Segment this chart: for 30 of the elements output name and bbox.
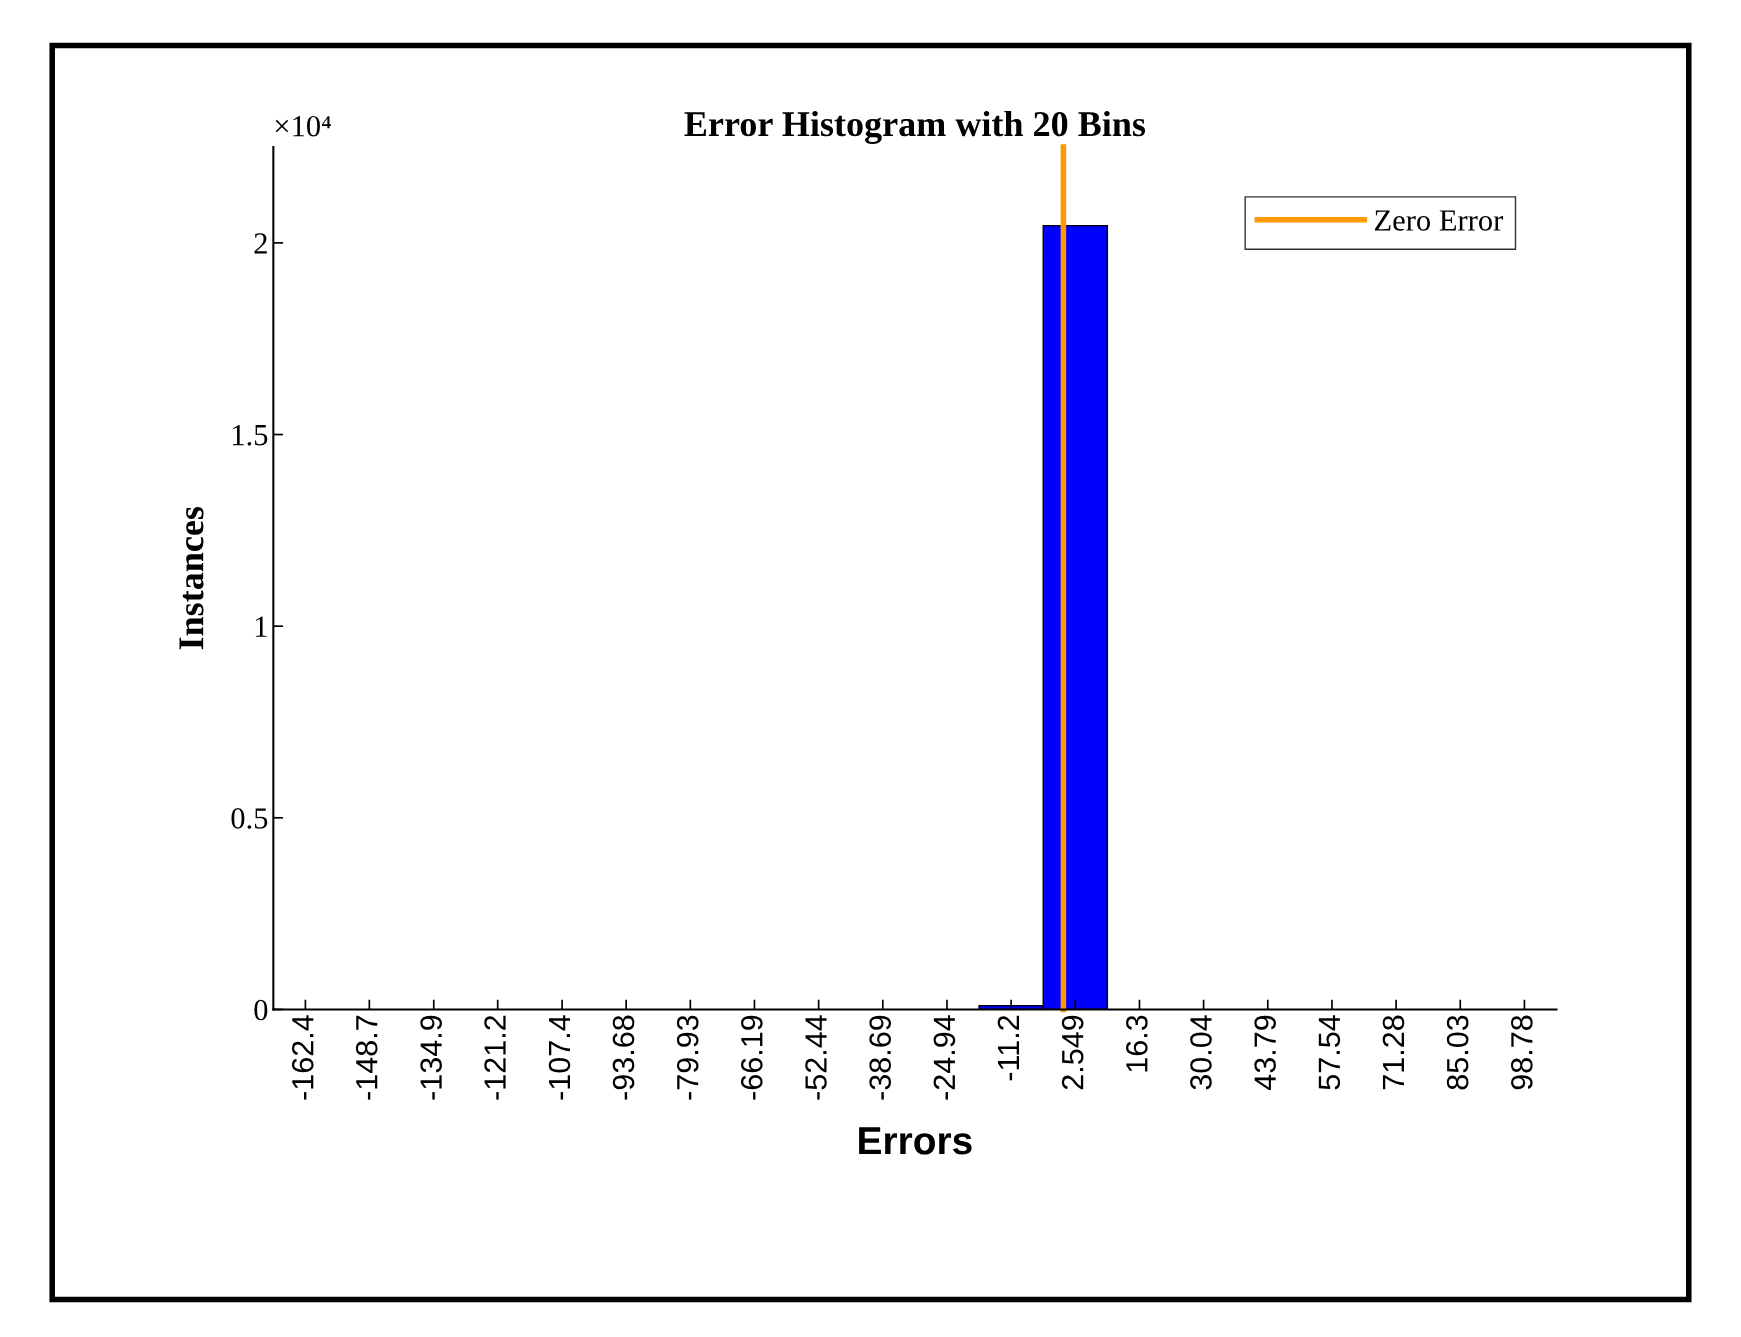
y-tick-label: 1.5 xyxy=(232,424,268,446)
x-tick-label: -134.9 xyxy=(420,1015,442,1100)
legend-label: Zero Error xyxy=(1374,210,1504,231)
y-tick-label: 2 xyxy=(254,233,267,254)
x-tick-label: -121.2 xyxy=(484,1015,506,1100)
x-axis-title: Errors xyxy=(859,1127,972,1155)
x-tick-label: -66.19 xyxy=(741,1015,763,1100)
x-tick-label: 2.549 xyxy=(1061,1015,1084,1090)
x-tick-label: 30.04 xyxy=(1190,1015,1212,1090)
y-tick-label: 0.5 xyxy=(231,808,268,829)
x-tick-label: -11.2 xyxy=(997,1015,1020,1081)
x-tick-label: 71.28 xyxy=(1382,1015,1405,1090)
x-tick-label: -24.94 xyxy=(933,1015,956,1100)
y-axis-title: Instances xyxy=(179,506,204,650)
x-tick-label: -52.44 xyxy=(805,1015,827,1100)
x-tick-label: 98.78 xyxy=(1511,1015,1533,1090)
x-tick-label: 85.03 xyxy=(1446,1015,1469,1090)
x-tick-label: 16.3 xyxy=(1126,1015,1148,1072)
x-tick-label: -148.7 xyxy=(355,1015,378,1100)
x-tick-label: -79.93 xyxy=(676,1015,699,1100)
x-tick-label: -162.4 xyxy=(291,1015,314,1100)
x-tick-label: -107.4 xyxy=(548,1015,571,1100)
y-tick-label: 0 xyxy=(254,999,268,1021)
text: ×10⁴ xyxy=(275,115,331,137)
y-tick-label: 1 xyxy=(255,616,267,637)
x-tick-label: 57.54 xyxy=(1318,1015,1341,1090)
chart-title: Error Histogram with 20 Bins xyxy=(684,110,1146,144)
x-tick-label: -38.69 xyxy=(869,1015,892,1100)
x-tick-label: -93.68 xyxy=(612,1015,635,1100)
x-tick-label: 43.79 xyxy=(1254,1015,1276,1091)
